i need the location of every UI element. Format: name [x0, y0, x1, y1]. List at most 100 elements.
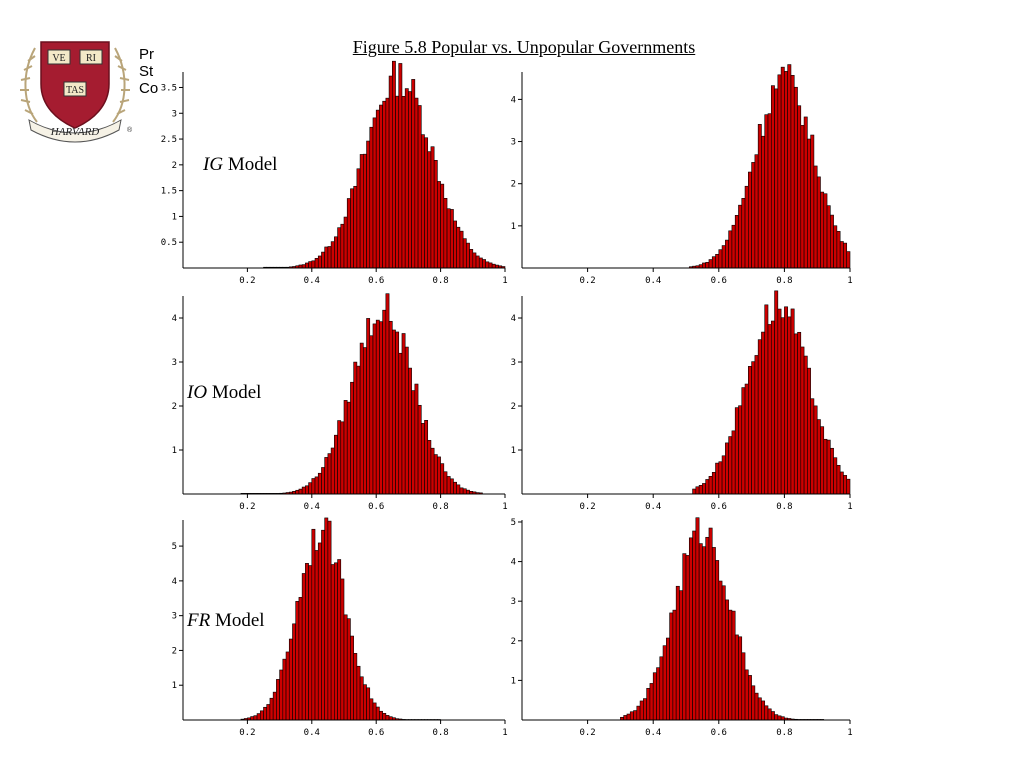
histogram-bar	[626, 713, 631, 721]
histogram-bar	[836, 231, 841, 269]
histogram-bar	[372, 323, 377, 495]
y-tick-label: 4	[511, 95, 516, 105]
histogram-bar	[311, 478, 316, 495]
histogram-bar	[356, 168, 361, 269]
histogram-bar	[276, 679, 280, 721]
histogram-bar	[715, 254, 720, 269]
histogram-bar	[363, 153, 367, 269]
histogram-bar	[738, 405, 743, 495]
histogram-bar	[385, 97, 390, 269]
harvard-logo: VE RI TAS HARVARD ®	[15, 34, 135, 144]
histogram-bar	[414, 97, 419, 269]
histogram-bar	[417, 105, 422, 269]
histogram-bar	[449, 209, 454, 269]
histogram-bar	[363, 684, 367, 721]
histogram-panel: 0.2 0.4 0.6 0.8 1 1 2 3 4	[511, 64, 853, 286]
histogram-bar	[780, 66, 785, 269]
histogram-bar	[675, 585, 680, 721]
histogram-bar	[446, 476, 451, 495]
histogram-bar	[388, 320, 393, 495]
histogram-bar	[787, 316, 792, 495]
histogram-bar	[770, 320, 775, 495]
histogram-bar	[308, 261, 313, 269]
y-tick-label: 1	[511, 222, 516, 232]
histogram-bar	[308, 565, 313, 721]
histogram-bar	[803, 116, 808, 269]
histogram-bar	[662, 645, 667, 721]
histogram-bar	[391, 329, 396, 495]
registered-mark: ®	[127, 126, 133, 134]
histogram-bar	[643, 698, 647, 721]
histogram-bar	[741, 387, 746, 495]
histogram-bar	[692, 488, 697, 495]
histogram-bar	[433, 159, 438, 269]
histogram-bar	[379, 710, 383, 721]
histogram-panel: 0.2 0.4 0.6 0.8 1 1 2 3 4	[511, 290, 853, 512]
histogram-bar	[702, 483, 706, 495]
histogram-bar	[708, 475, 713, 495]
y-tick-label: 2	[511, 637, 516, 647]
histogram-bar	[324, 246, 329, 269]
histogram-bar	[414, 383, 419, 495]
histogram-bar	[698, 485, 703, 495]
histogram-bar	[420, 423, 425, 495]
histogram-bar	[427, 440, 432, 495]
histogram-bar	[298, 488, 303, 495]
histogram-bar	[751, 685, 756, 721]
y-tick-label: 1	[511, 446, 516, 456]
histogram-bar	[482, 259, 486, 269]
motto-ri: RI	[86, 53, 96, 64]
histogram-bar	[327, 520, 332, 721]
histogram-bar	[695, 486, 700, 495]
histogram-bar	[288, 638, 293, 721]
histogram-bar	[353, 185, 358, 269]
histogram-bar	[728, 436, 733, 495]
histogram-bar	[456, 484, 461, 495]
histogram-bar	[744, 185, 749, 269]
histogram-bar	[311, 260, 316, 269]
histogram-bar	[385, 293, 390, 495]
harvard-banner: HARVARD	[50, 126, 100, 138]
x-tick-label: 0.4	[304, 276, 320, 286]
histogram-bar	[295, 601, 300, 721]
histogram-bar	[469, 249, 474, 269]
histogram-bar	[340, 223, 345, 269]
histogram-bar	[770, 711, 775, 721]
histogram-bar	[813, 405, 818, 495]
x-tick-label: 1	[847, 502, 852, 512]
histogram-bar	[443, 471, 448, 495]
x-tick-label: 0.6	[368, 502, 384, 512]
histogram-bar	[411, 390, 416, 495]
histogram-bar	[777, 308, 782, 495]
model-label: IG Model	[202, 154, 277, 175]
histogram-bar	[330, 241, 335, 269]
histogram-bar	[488, 262, 493, 269]
histogram-bar	[343, 614, 348, 721]
histogram-bar	[369, 335, 374, 495]
histogram-bar	[324, 517, 329, 721]
histogram-bar	[787, 64, 792, 269]
histogram-bar	[790, 308, 795, 495]
histogram-bar	[633, 710, 638, 721]
histogram-bar	[692, 530, 697, 721]
histogram-bar	[462, 488, 467, 495]
histogram-bar	[375, 109, 380, 269]
histogram-bar	[404, 346, 409, 495]
histogram-bar	[259, 710, 264, 721]
histogram-bar	[327, 453, 332, 495]
histogram-bar	[708, 259, 713, 269]
histogram-bar	[401, 333, 406, 495]
harvard-shield-icon: VE RI TAS HARVARD ®	[20, 41, 133, 143]
y-tick-label: 1.5	[161, 187, 177, 197]
y-tick-label: 3	[172, 612, 177, 622]
x-tick-label: 0.6	[711, 502, 727, 512]
histogram-bar	[359, 676, 364, 721]
histogram-bar	[356, 365, 361, 495]
histogram-bar	[767, 708, 772, 721]
figure-title: Figure 5.8 Popular vs. Unpopular Governm…	[352, 37, 696, 57]
histogram-bar	[843, 475, 848, 495]
histogram-panel: 0.2 0.4 0.6 0.8 1 1 2 3 4	[172, 293, 508, 512]
histogram-bar	[649, 683, 654, 721]
histogram-bar	[744, 669, 749, 721]
histogram-bar	[721, 455, 726, 495]
